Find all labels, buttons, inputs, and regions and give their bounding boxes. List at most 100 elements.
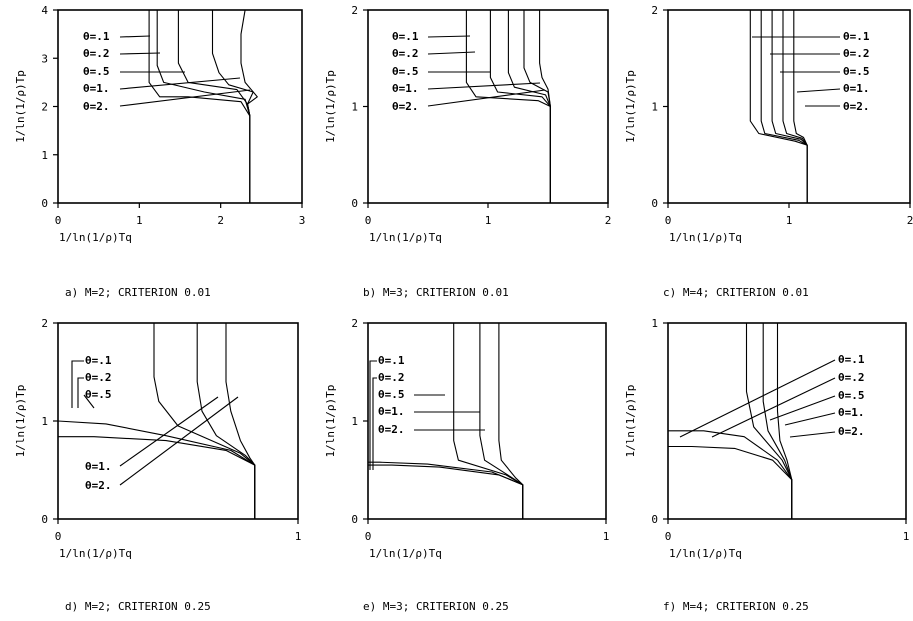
y-tick-label: 0 [651, 197, 658, 210]
legend-leader-line [77, 377, 84, 408]
x-axis-label: 1/ln(1/ρ)Tq [59, 231, 132, 244]
x-tick-label: 3 [299, 214, 306, 227]
y-tick-label: 1 [651, 317, 658, 330]
legend-label: θ=.5 [85, 388, 112, 401]
legend-label: θ=.1 [85, 354, 112, 367]
axes-frame [667, 322, 907, 520]
panel-c: 0 1 2 0 1 2 1/ln(1/ρ)Tq 1/ln(1/ρ)Tp θ=.1 θ=.2 θ=.5… [624, 4, 913, 299]
legend-label: θ=.5 [838, 389, 865, 402]
legend-label: θ=.2 [378, 371, 405, 384]
x-tick-label: 1 [485, 214, 492, 227]
series-line [489, 10, 551, 203]
y-tick-label: 1 [651, 101, 658, 114]
y-axis-label: 1/ln(1/ρ)Tp [14, 385, 27, 458]
x-axis-label: 1/ln(1/ρ)Tq [669, 231, 742, 244]
y-tick-label: 1 [351, 101, 358, 114]
legend-label: θ=.2 [85, 371, 112, 384]
legend-label: θ=2. [843, 100, 870, 113]
legend-label: θ=2. [378, 423, 405, 436]
panel-caption: a) M=2; CRITERION 0.01 [65, 286, 211, 299]
series-line [148, 10, 251, 203]
y-tick-label: 3 [41, 52, 48, 65]
legend-label: θ=.5 [378, 388, 405, 401]
y-axis-label: 1/ln(1/ρ)Tp [624, 385, 637, 458]
panel-caption: c) M=4; CRITERION 0.01 [663, 286, 809, 299]
legend-label: θ=.2 [838, 371, 865, 384]
legend-leader-line [784, 412, 836, 426]
legend-label: θ=.1 [378, 354, 405, 367]
legend-label: θ=.1 [843, 30, 870, 43]
series-line [453, 323, 524, 519]
series-line [156, 10, 251, 203]
series-line [58, 436, 256, 519]
panel-caption: e) M=3; CRITERION 0.25 [363, 600, 509, 613]
y-axis-label: 1/ln(1/ρ)Tp [14, 70, 27, 143]
legend-label: θ=2. [83, 100, 110, 113]
y-axis-label: 1/ln(1/ρ)Tp [624, 70, 637, 143]
legend-leader-line [71, 360, 84, 408]
panel-d: 0 1 0 1 2 1/ln(1/ρ)Tq 1/ln(1/ρ)Tp θ=.1 θ=.2 θ=.5 θ… [14, 317, 301, 613]
legend-label: θ=.2 [83, 47, 110, 60]
panel-caption: d) M=2; CRITERION 0.25 [65, 600, 211, 613]
legend-leader-line [119, 89, 251, 107]
legend-leader-line [119, 77, 241, 90]
legend-label: θ=2. [85, 479, 112, 492]
y-tick-label: 2 [351, 317, 358, 330]
x-tick-label: 0 [55, 530, 62, 543]
legend-label: θ=.5 [83, 65, 110, 78]
x-tick-label: 0 [665, 214, 672, 227]
series-line [153, 323, 256, 519]
x-axis-label: 1/ln(1/ρ)Tq [669, 547, 742, 560]
series-line [668, 445, 793, 519]
x-tick-label: 0 [365, 530, 372, 543]
panel-caption: b) M=3; CRITERION 0.01 [363, 286, 509, 299]
legend-label: θ=1. [85, 460, 112, 473]
legend-label: θ=.5 [843, 65, 870, 78]
series-line [745, 323, 793, 519]
series-line [465, 10, 551, 203]
y-tick-label: 1 [41, 149, 48, 162]
legend-label: θ=.1 [838, 353, 865, 366]
y-tick-label: 1 [351, 415, 358, 428]
legend-label: θ=.1 [83, 30, 110, 43]
x-tick-label: 0 [365, 214, 372, 227]
series-line [539, 10, 551, 203]
y-tick-label: 2 [351, 4, 358, 17]
legend-label: θ=.1 [392, 30, 419, 43]
y-tick-label: 2 [41, 101, 48, 114]
x-axis-label: 1/ln(1/ρ)Tq [369, 231, 442, 244]
legend-leader-line [769, 395, 836, 421]
x-tick-label: 1 [603, 530, 610, 543]
y-tick-label: 0 [351, 513, 358, 526]
legend-label: θ=1. [838, 406, 865, 419]
x-tick-label: 1 [903, 530, 910, 543]
legend-leader-line [427, 35, 471, 38]
x-axis-label: 1/ln(1/ρ)Tq [369, 547, 442, 560]
legend-leader-line [679, 359, 836, 438]
y-tick-label: 0 [41, 513, 48, 526]
series-line [498, 323, 524, 519]
y-tick-label: 0 [351, 197, 358, 210]
legend-leader-line [372, 377, 377, 470]
x-tick-label: 2 [907, 214, 913, 227]
y-tick-label: 4 [41, 4, 48, 17]
legend-label: θ=.2 [843, 47, 870, 60]
x-tick-label: 2 [217, 214, 224, 227]
panel-e: 0 1 0 1 2 1/ln(1/ρ)Tq 1/ln(1/ρ)Tp θ=.1 θ=.2 θ=.5 θ… [324, 317, 609, 613]
legend-leader-line [427, 89, 546, 107]
series-line [368, 461, 524, 519]
legend-leader-line [119, 35, 151, 38]
y-axis-label: 1/ln(1/ρ)Tp [324, 70, 337, 143]
legend-leader-line [119, 52, 161, 55]
legend-label: θ=.2 [392, 47, 419, 60]
legend-leader-line [119, 396, 239, 486]
series-line [771, 10, 808, 203]
legend-leader-line [711, 377, 836, 438]
x-tick-label: 1 [786, 214, 793, 227]
series-line [782, 10, 808, 203]
series-line [760, 10, 808, 203]
axes-frame [367, 322, 607, 520]
legend-label: θ=1. [392, 82, 419, 95]
legend-leader-line [427, 51, 476, 55]
